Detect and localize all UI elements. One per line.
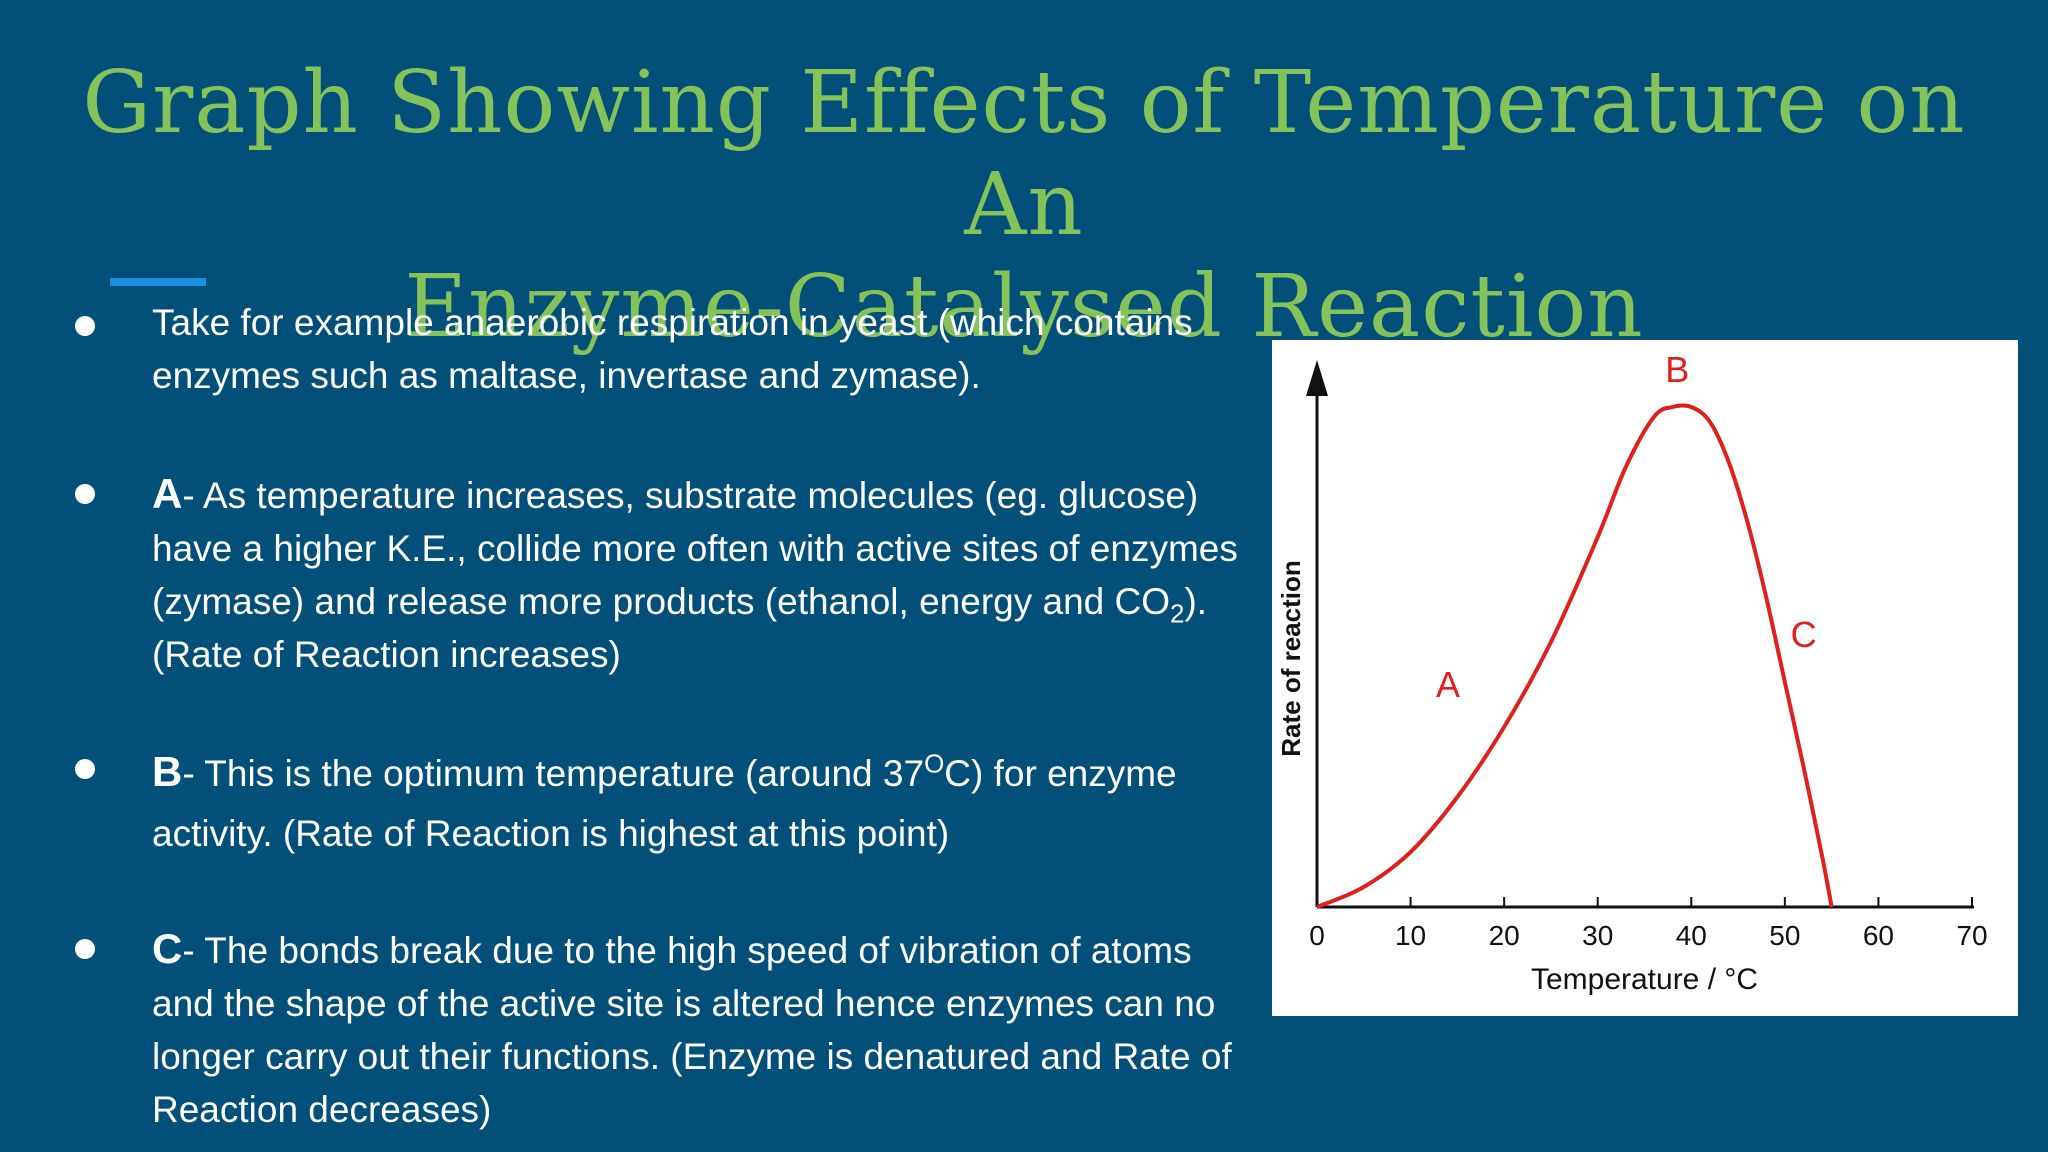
bullet-text: (zymase) and release more products (etha… [152, 581, 1171, 622]
bullet-text: have a higher K.E., collide more often w… [152, 528, 1238, 569]
bullet-text: longer carry out their functions. (Enzym… [152, 1036, 1232, 1077]
x-tick-label: 60 [1863, 920, 1894, 951]
x-tick-label: 10 [1395, 920, 1426, 951]
bullet-text: - The bonds break due to the high speed … [182, 930, 1192, 971]
bullet-dot [75, 759, 95, 779]
superscript-o: O [924, 748, 945, 779]
bullet-text: activity. (Rate of Reaction is highest a… [152, 813, 950, 854]
bullet-dot [75, 484, 95, 504]
bullet-text: - This is the optimum temperature (aroun… [182, 753, 925, 794]
bullet-text: Reaction decreases) [152, 1089, 492, 1130]
bullet-lead-a: A [152, 470, 183, 517]
curve-annotation-c: C [1791, 614, 1817, 655]
curve-annotation-a: A [1436, 664, 1460, 705]
bullet-text: - As temperature increases, substrate mo… [182, 475, 1199, 516]
temperature-rate-chart: 0 10 20 30 40 50 60 70 Temperature / °C Rate of r… [1272, 340, 2018, 1016]
curve-annotation-b: B [1665, 349, 1689, 390]
slide-title-line-1: Graph Showing Effects of Temperature on … [82, 53, 1966, 255]
bullet-text: and the shape of the active site is alte… [152, 983, 1216, 1024]
x-tick-label: 20 [1489, 920, 1520, 951]
bullet-text: ). [1184, 581, 1208, 622]
x-axis-label: Temperature / °C [1531, 963, 1758, 996]
x-tick-label: 30 [1582, 920, 1613, 951]
y-axis-arrow-icon [1306, 360, 1328, 396]
title-accent-line [110, 278, 206, 286]
bullet-text: (Rate of Reaction increases) [152, 634, 621, 675]
x-tick-label: 40 [1676, 920, 1707, 951]
x-tick-label: 70 [1956, 920, 1987, 951]
bullet-text: enzymes such as maltase, invertase and z… [152, 355, 981, 396]
bullet-dot [75, 939, 95, 959]
bullet-text: C) for enzyme [944, 753, 1177, 794]
chart-svg: 0 10 20 30 40 50 60 70 Temperature / °C Rate of r… [1276, 349, 1988, 996]
x-tick-label: 50 [1769, 920, 1800, 951]
bullet-lead-b: B [152, 748, 183, 795]
rate-curve-line [1316, 403, 1834, 909]
bullet-text: Take for example anaerobic respiration i… [152, 302, 1193, 343]
x-tick-label: 0 [1309, 920, 1325, 951]
subscript-two: 2 [1170, 598, 1185, 629]
bullet-dot [75, 316, 95, 336]
bullet-lead-c: C [152, 925, 183, 972]
y-axis-label: Rate of reaction [1276, 560, 1306, 757]
